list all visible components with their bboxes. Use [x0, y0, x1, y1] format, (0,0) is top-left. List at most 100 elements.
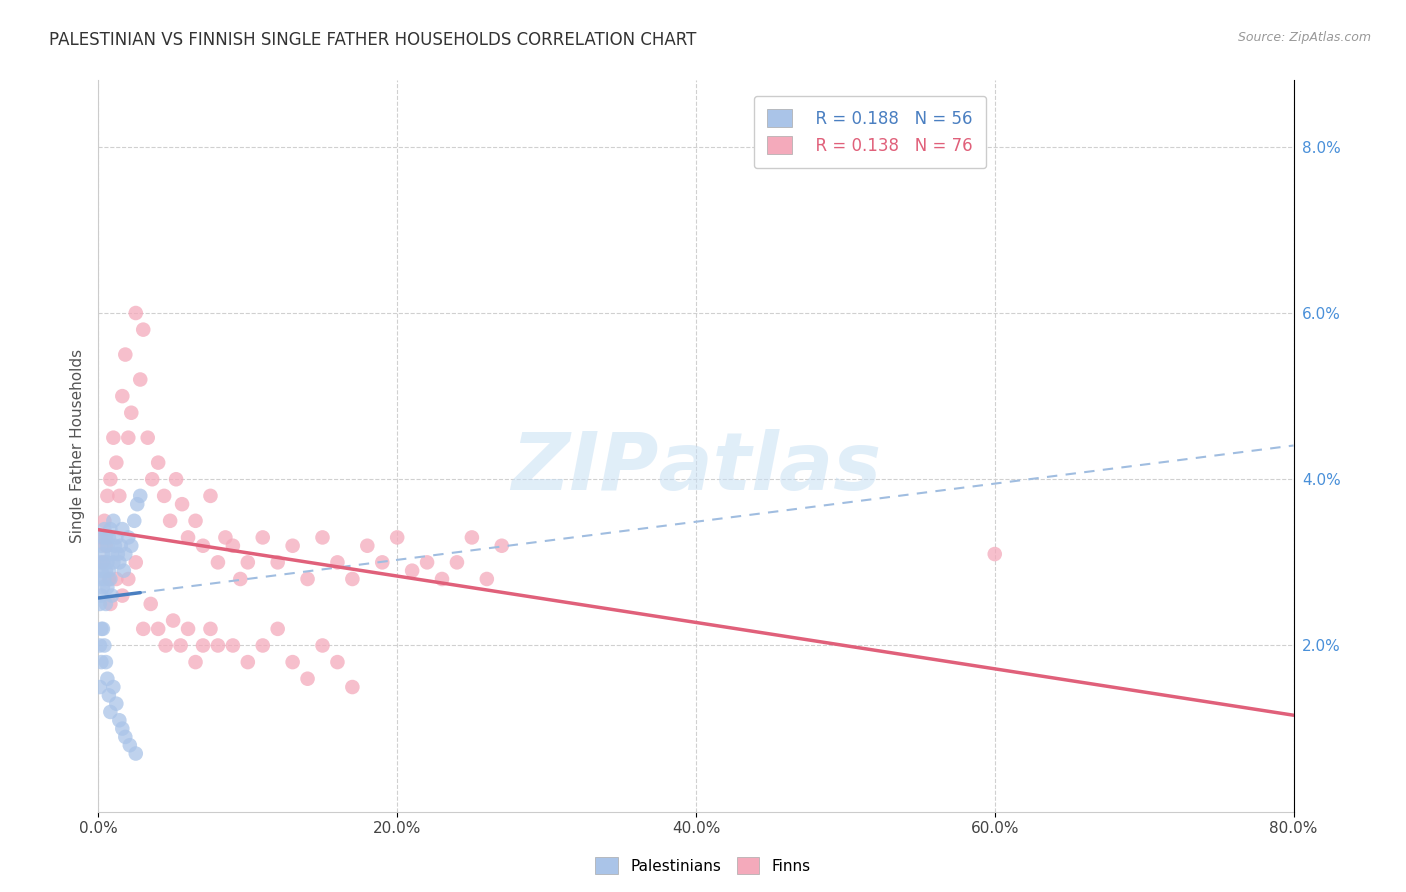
Point [96, 489, 118, 503]
Point [252, 639, 274, 653]
Point [98, 522, 122, 536]
Point [117, 530, 139, 544]
Point [105, 456, 128, 470]
Point [132, 323, 155, 337]
Point [169, 639, 191, 653]
Point [385, 530, 409, 544]
Point [342, 572, 364, 586]
Text: PALESTINIAN VS FINNISH SINGLE FATHER HOUSEHOLDS CORRELATION CHART: PALESTINIAN VS FINNISH SINGLE FATHER HOU… [49, 31, 696, 49]
Point [475, 572, 498, 586]
Point [89, 555, 111, 569]
Point [93, 572, 115, 586]
Point [159, 514, 181, 528]
Point [90, 530, 112, 544]
Point [148, 622, 170, 636]
Point [117, 431, 139, 445]
Point [93, 522, 115, 536]
Point [281, 539, 304, 553]
Point [97, 689, 120, 703]
Point [111, 522, 134, 536]
Point [207, 555, 229, 569]
Point [125, 306, 148, 320]
Point [90, 564, 112, 578]
Point [96, 555, 118, 569]
Point [108, 555, 131, 569]
Point [91, 547, 114, 561]
Point [114, 347, 136, 362]
Legend:   R = 0.188   N = 56,   R = 0.138   N = 76: R = 0.188 N = 56, R = 0.138 N = 76 [754, 96, 987, 169]
Point [430, 572, 453, 586]
Point [110, 539, 132, 553]
Y-axis label: Single Father Households: Single Father Households [69, 349, 84, 543]
Point [103, 431, 125, 445]
Point [96, 539, 118, 553]
Point [207, 639, 229, 653]
Point [125, 747, 148, 761]
Point [97, 572, 120, 586]
Point [91, 555, 114, 569]
Point [326, 555, 349, 569]
Point [101, 589, 124, 603]
Point [101, 547, 124, 561]
Point [103, 514, 125, 528]
Point [105, 530, 128, 544]
Point [141, 472, 163, 486]
Point [461, 530, 484, 544]
Point [89, 597, 111, 611]
Point [94, 530, 117, 544]
Point [127, 497, 149, 511]
Point [114, 547, 136, 561]
Point [94, 655, 117, 669]
Point [311, 530, 333, 544]
Text: ZIP​atlas: ZIP​atlas [510, 429, 882, 507]
Point [139, 597, 162, 611]
Point [98, 472, 122, 486]
Point [124, 514, 146, 528]
Point [229, 572, 252, 586]
Point [125, 555, 148, 569]
Point [91, 530, 114, 544]
Point [93, 514, 115, 528]
Point [200, 622, 222, 636]
Point [401, 564, 423, 578]
Point [91, 622, 114, 636]
Point [326, 655, 349, 669]
Point [94, 564, 117, 578]
Point [96, 672, 118, 686]
Point [120, 539, 142, 553]
Point [96, 580, 118, 594]
Point [311, 639, 333, 653]
Point [105, 697, 128, 711]
Point [252, 530, 274, 544]
Point [90, 655, 112, 669]
Point [342, 680, 364, 694]
Point [93, 555, 115, 569]
Point [118, 738, 141, 752]
Point [184, 655, 207, 669]
Point [105, 572, 128, 586]
Point [117, 572, 139, 586]
Point [371, 555, 394, 569]
Point [177, 530, 200, 544]
Point [89, 680, 111, 694]
Point [267, 622, 290, 636]
Point [281, 655, 304, 669]
Point [491, 539, 513, 553]
Point [136, 431, 159, 445]
Point [236, 555, 259, 569]
Point [191, 639, 214, 653]
Point [172, 497, 194, 511]
Point [222, 639, 245, 653]
Point [98, 705, 122, 719]
Point [98, 597, 122, 611]
Point [356, 539, 378, 553]
Point [104, 539, 127, 553]
Point [120, 406, 142, 420]
Point [165, 472, 187, 486]
Point [108, 489, 131, 503]
Point [236, 655, 259, 669]
Point [112, 564, 135, 578]
Point [114, 730, 136, 744]
Point [129, 372, 152, 386]
Point [90, 589, 112, 603]
